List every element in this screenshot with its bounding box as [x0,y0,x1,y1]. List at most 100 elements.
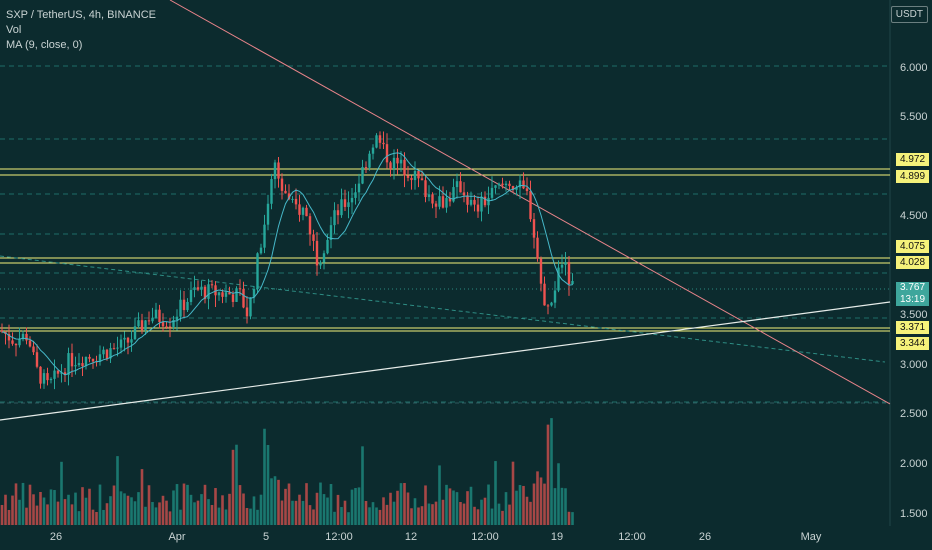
time-tick: 26 [49,531,63,543]
candle-body [172,320,175,327]
candle-body [32,346,35,353]
volume-bar [109,496,112,525]
volume-bar [7,509,11,525]
candle-body [308,216,312,235]
candle-body [326,239,329,254]
volume-bar [245,507,249,525]
candle-body [543,283,546,306]
volume-bar [84,497,88,525]
volume-bar [445,484,448,525]
candle-body [291,198,294,200]
volume-bar [25,507,28,525]
volume-bar [284,488,287,525]
volume-indicator-label[interactable]: Vol [6,24,22,36]
candle-body [413,171,417,181]
candle-body [371,147,375,154]
candle-body [126,337,130,343]
volume-bar [424,485,427,525]
candle-body [256,253,259,290]
candle-body [560,264,564,268]
volume-bar [252,496,256,525]
price-level-badge: 3.344 [896,337,929,350]
candle-body [567,262,571,285]
candle-body [490,187,494,198]
candle-body [473,199,476,205]
volume-bar [196,500,200,525]
candle-body [175,316,179,321]
candle-body [424,180,427,198]
volume-bar [238,485,242,525]
candle-body [333,210,336,226]
candle-body [252,289,256,298]
price-level-badge: 4.075 [896,240,929,253]
volume-bar [392,501,396,525]
candle-body [228,292,231,295]
volume-bar [305,483,308,525]
candle-body [378,135,382,143]
candle-body [144,320,147,331]
candle-body [70,353,74,367]
volume-bar [168,511,172,525]
candle-body [354,192,357,198]
candle-body [410,177,413,181]
candle-body [147,320,151,322]
volume-bar [557,463,560,525]
candle-body [0,330,4,332]
price-tick: 4.500 [900,210,928,222]
candle-body [312,234,315,241]
volume-bar [490,508,494,525]
currency-unit-button[interactable]: USDT [890,6,928,23]
candle-body [459,181,462,193]
volume-bar [329,484,333,525]
candle-body [536,237,539,259]
candle-body [277,162,280,179]
volume-bar [532,483,536,525]
volume-bar [273,476,277,525]
candle-body [21,333,25,340]
volume-bar [287,483,291,525]
candle-body [77,363,81,366]
volume-bar [340,507,343,525]
candle-body [504,183,508,186]
ma-indicator-label[interactable]: MA (9, close, 0) [6,39,83,51]
candle-body [207,284,210,299]
candle-body [49,378,53,381]
volume-bar [448,488,452,525]
volume-bar [420,506,424,525]
candle-body [81,363,84,367]
volume-bar [179,509,182,525]
candle-body [196,287,200,290]
time-tick: May [800,531,822,543]
candle-body [315,240,319,266]
volume-bar [280,500,284,525]
candle-body [14,343,18,346]
volume-bar [361,446,364,525]
volume-bar [539,477,543,525]
volume-bar [214,488,217,525]
symbol-label[interactable]: SXP / TetherUS, 4h, BINANCE [6,9,156,21]
volume-bar [249,508,252,525]
candle-body [35,352,39,367]
candle-body [284,190,287,194]
time-tick: 26 [698,531,712,543]
candle-body [550,302,553,306]
price-tick: 3.500 [900,309,928,321]
volume-bar [14,483,18,525]
volume-bar [399,483,403,525]
volume-bar [455,492,459,525]
candle-body [431,194,434,204]
candle-body [406,175,410,178]
volume-bar [172,490,175,525]
volume-bar [431,504,434,525]
volume-bar [343,500,347,525]
candle-body [557,267,560,291]
ascending-trendline [0,301,891,421]
candle-body [28,340,32,347]
bar-countdown: 13:19 [899,294,926,305]
volume-bar [161,495,165,525]
volume-bar [123,493,126,525]
volume-bar [553,488,557,525]
candle-body [203,286,207,299]
